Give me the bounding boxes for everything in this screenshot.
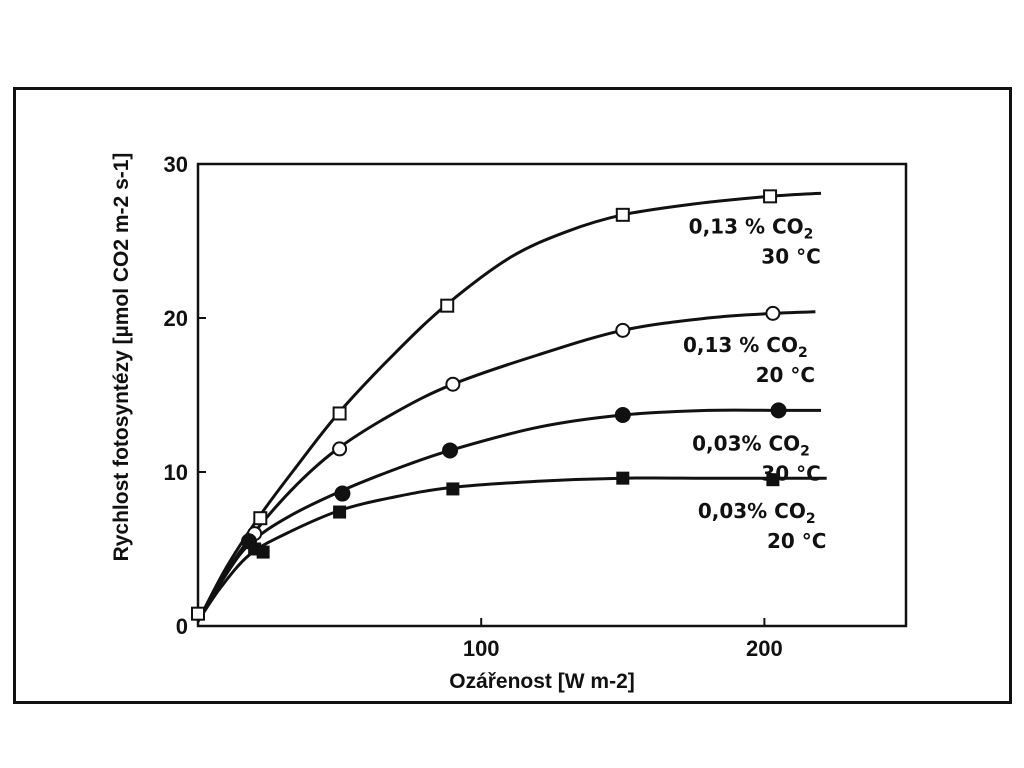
series-label: 0,03% CO2 xyxy=(692,431,810,459)
data-point xyxy=(615,207,630,222)
x-tick-label: 200 xyxy=(746,636,783,661)
series-label: 0,13 % CO2 xyxy=(683,333,808,361)
y-tick-label: 30 xyxy=(164,152,188,177)
series-line xyxy=(196,310,816,623)
data-point xyxy=(616,471,630,485)
y-tick-label: 10 xyxy=(164,460,188,485)
data-point xyxy=(766,473,780,487)
data-point xyxy=(615,322,631,338)
data-point xyxy=(770,402,787,419)
data-point xyxy=(256,545,270,559)
data-point xyxy=(763,189,778,204)
series-label: 30 °C xyxy=(761,461,820,485)
series-line xyxy=(196,191,822,623)
data-point xyxy=(445,376,461,392)
data-point xyxy=(253,511,268,526)
curve-layer xyxy=(196,191,827,623)
data-point xyxy=(442,442,459,459)
series-label: 20 °C xyxy=(767,529,826,553)
data-point xyxy=(765,305,781,321)
tick-layer: 0 10 20 30 100 200 xyxy=(164,152,783,661)
y-tick-label: 0 xyxy=(176,614,188,639)
marker-layer xyxy=(191,189,787,621)
y-axis-label: Rychlost fotosyntézy [µmol CO2 m-2 s-1] xyxy=(110,153,133,562)
data-point xyxy=(332,441,348,457)
x-tick-label: 100 xyxy=(463,636,500,661)
series-label: 20 °C xyxy=(756,363,815,387)
data-point xyxy=(333,505,347,519)
data-point xyxy=(334,485,351,502)
data-point xyxy=(446,482,460,496)
plot-area xyxy=(196,162,908,628)
series-label: 30 °C xyxy=(761,244,820,268)
data-point xyxy=(332,406,347,421)
data-point xyxy=(191,606,205,621)
y-tick-label: 20 xyxy=(164,306,188,331)
figure-frame xyxy=(13,87,1012,704)
x-axis-label: Ozářenost [W m-2] xyxy=(449,670,635,693)
data-point xyxy=(440,298,455,313)
data-point xyxy=(614,407,631,424)
series-label: 0,13 % CO2 xyxy=(689,214,814,242)
series-label: 0,03% CO2 xyxy=(698,499,816,527)
